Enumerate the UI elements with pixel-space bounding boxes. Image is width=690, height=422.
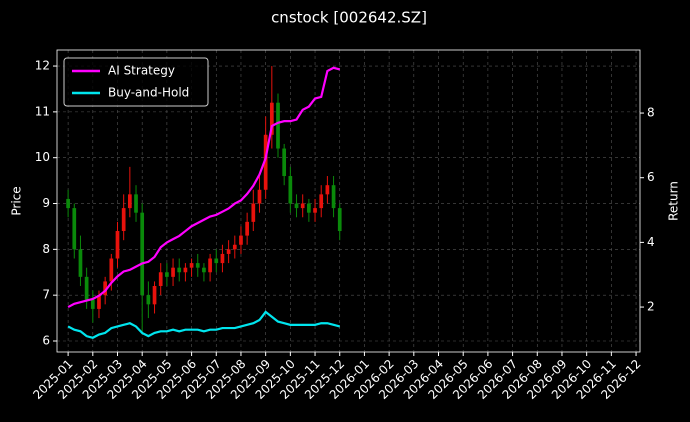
candle-body [245, 221, 249, 236]
candle-body [78, 249, 83, 277]
y-tick-label: 10 [35, 150, 50, 164]
candle-body [127, 194, 132, 209]
y-tick-label: 12 [35, 59, 50, 73]
candle-body [325, 185, 330, 195]
candle-body [109, 258, 114, 282]
y-tick-label: 11 [35, 104, 50, 118]
candle-body [313, 208, 317, 213]
y-tick-label: 7 [42, 288, 50, 302]
candle-body [177, 267, 182, 273]
legend-label: AI Strategy [108, 64, 175, 78]
candle-body [140, 212, 145, 296]
candle-body [72, 208, 77, 250]
y-axis-label: Price [10, 186, 24, 215]
y-tick-label: 8 [42, 242, 50, 256]
candle-body [90, 299, 95, 309]
candle-body [276, 102, 280, 149]
y-tick-label: 6 [42, 334, 50, 348]
candle-body [152, 286, 157, 305]
candle-body [134, 194, 138, 213]
candle-body [282, 148, 287, 177]
candle-body [319, 194, 324, 209]
candle-body [239, 235, 243, 245]
candle-body [84, 276, 89, 300]
y2-tick-label: 8 [647, 106, 655, 120]
candle-body [263, 134, 268, 190]
candle-body [115, 231, 120, 259]
y-tick-label: 9 [42, 196, 50, 210]
candle-body [288, 176, 293, 204]
candle-body [195, 263, 200, 268]
candle-body [202, 267, 206, 273]
candle-body [208, 258, 212, 273]
candle-body [214, 258, 219, 264]
candle-body [97, 295, 101, 309]
candle-body [189, 263, 194, 268]
candle-body [103, 281, 108, 296]
y2-tick-label: 2 [647, 300, 655, 314]
candle-body [257, 189, 262, 204]
candle-body [269, 102, 274, 135]
candle-body [220, 253, 225, 264]
y2-tick-label: 4 [647, 235, 655, 249]
candle-body [232, 244, 237, 250]
candle-body [121, 208, 126, 232]
y2-axis-label: Return [667, 181, 681, 221]
candle-body [331, 185, 336, 209]
candle-body [226, 249, 231, 254]
candle-body [171, 267, 175, 277]
legend-label: Buy-and-Hold [108, 86, 189, 100]
candle-body [294, 203, 299, 209]
plot-frame [56, 49, 641, 353]
candle-body [300, 203, 305, 209]
y2-tick-label: 6 [647, 170, 655, 184]
chart-title: cnstock [002642.SZ] [271, 9, 427, 27]
candle-body [183, 267, 188, 273]
candle-body [307, 203, 311, 213]
candle-body [251, 203, 256, 222]
candle-body [146, 295, 151, 305]
candle-body [66, 198, 70, 209]
candle-body [158, 272, 163, 287]
candle-body [165, 272, 169, 277]
line-series [67, 310, 341, 339]
line-series [67, 66, 341, 309]
candle-body [337, 208, 342, 232]
